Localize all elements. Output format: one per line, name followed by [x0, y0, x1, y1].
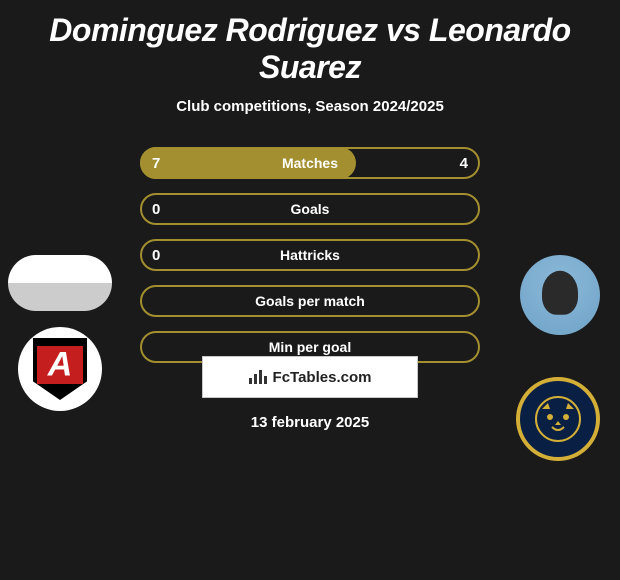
stat-label: Hattricks	[140, 239, 480, 271]
stat-row: Goals per match	[140, 285, 480, 317]
comparison-subtitle: Club competitions, Season 2024/2025	[0, 98, 620, 115]
stat-label: Matches	[140, 147, 480, 179]
player-right-avatar	[520, 255, 600, 335]
player-left-avatar	[8, 255, 112, 311]
stat-left-value: 0	[152, 193, 160, 225]
stat-row: Hattricks0	[140, 239, 480, 271]
stat-row: Goals0	[140, 193, 480, 225]
stat-label: Goals per match	[140, 285, 480, 317]
stat-left-value: 7	[152, 147, 160, 179]
snapshot-date: 13 february 2025	[251, 414, 369, 431]
stat-row: Min per goal	[140, 331, 480, 363]
club-left-shield-icon	[33, 338, 87, 400]
club-left-badge	[18, 327, 102, 411]
stat-bars: Matches74Goals0Hattricks0Goals per match…	[140, 147, 480, 377]
stat-label: Min per goal	[140, 331, 480, 363]
bars-icon	[249, 370, 267, 384]
stat-row: Matches7 4	[140, 147, 480, 179]
stat-left-value: 0	[152, 239, 160, 271]
puma-face-icon	[532, 393, 584, 445]
source-label: FcTables.com	[273, 369, 372, 386]
stat-label: Goals	[140, 193, 480, 225]
stat-right-value: 4	[460, 147, 468, 179]
comparison-title: Dominguez Rodriguez vs Leonardo Suarez	[0, 12, 620, 86]
comparison-panel: Matches74Goals0Hattricks0Goals per match…	[0, 147, 620, 377]
club-right-badge	[516, 377, 600, 461]
